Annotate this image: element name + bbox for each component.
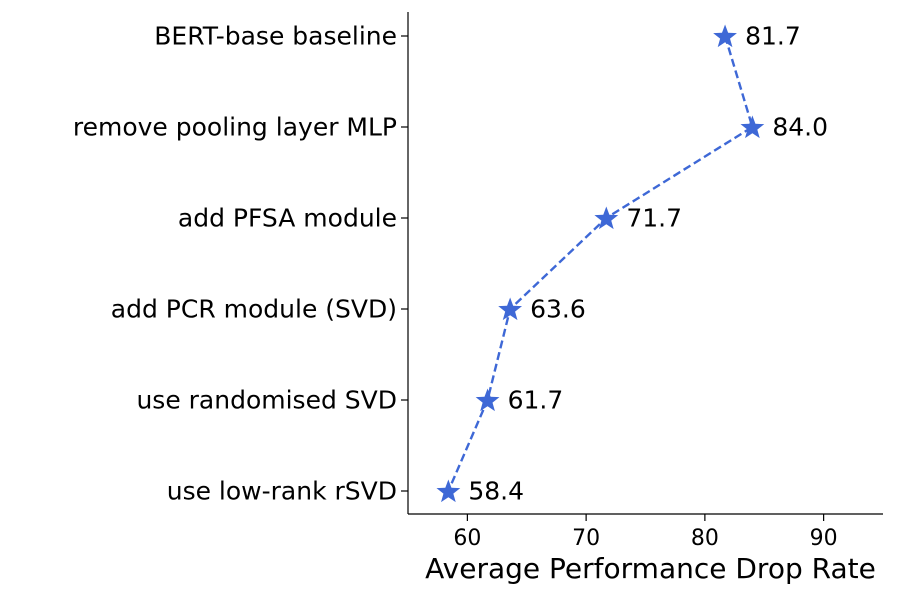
y-tick-label: add PFSA module <box>178 204 397 233</box>
y-tick-label: use randomised SVD <box>136 386 397 415</box>
x-tick-label: 70 <box>572 526 600 551</box>
data-label: 84.0 <box>772 113 828 142</box>
x-tick-label: 80 <box>691 526 719 551</box>
data-point-star <box>740 115 765 139</box>
data-label: 58.4 <box>468 477 524 506</box>
data-point-star <box>498 297 523 321</box>
x-tick-label: 90 <box>810 526 838 551</box>
data-label: 61.7 <box>508 386 564 415</box>
y-tick-label: add PCR module (SVD) <box>111 295 397 324</box>
data-label: 63.6 <box>530 295 586 324</box>
ticks: BERT-base baseline remove pooling layer M… <box>73 22 838 552</box>
data-label: 71.7 <box>626 204 682 233</box>
data-point-star <box>713 24 737 48</box>
axes <box>407 12 883 515</box>
series-line <box>447 35 754 492</box>
data-label: 81.7 <box>745 22 801 51</box>
y-tick-label: BERT-base baseline <box>154 22 397 51</box>
data-point-star <box>436 479 461 503</box>
data-point-star <box>594 206 619 230</box>
x-tick-label: 60 <box>453 526 481 551</box>
x-axis-title: Average Performance Drop Rate <box>425 552 876 585</box>
y-tick-label: remove pooling layer MLP <box>73 113 397 142</box>
series: 81.7 84.0 71.7 63.6 61.7 58.4 <box>436 22 828 506</box>
y-tick-label: use low-rank rSVD <box>167 477 397 506</box>
data-point-star <box>475 388 500 412</box>
